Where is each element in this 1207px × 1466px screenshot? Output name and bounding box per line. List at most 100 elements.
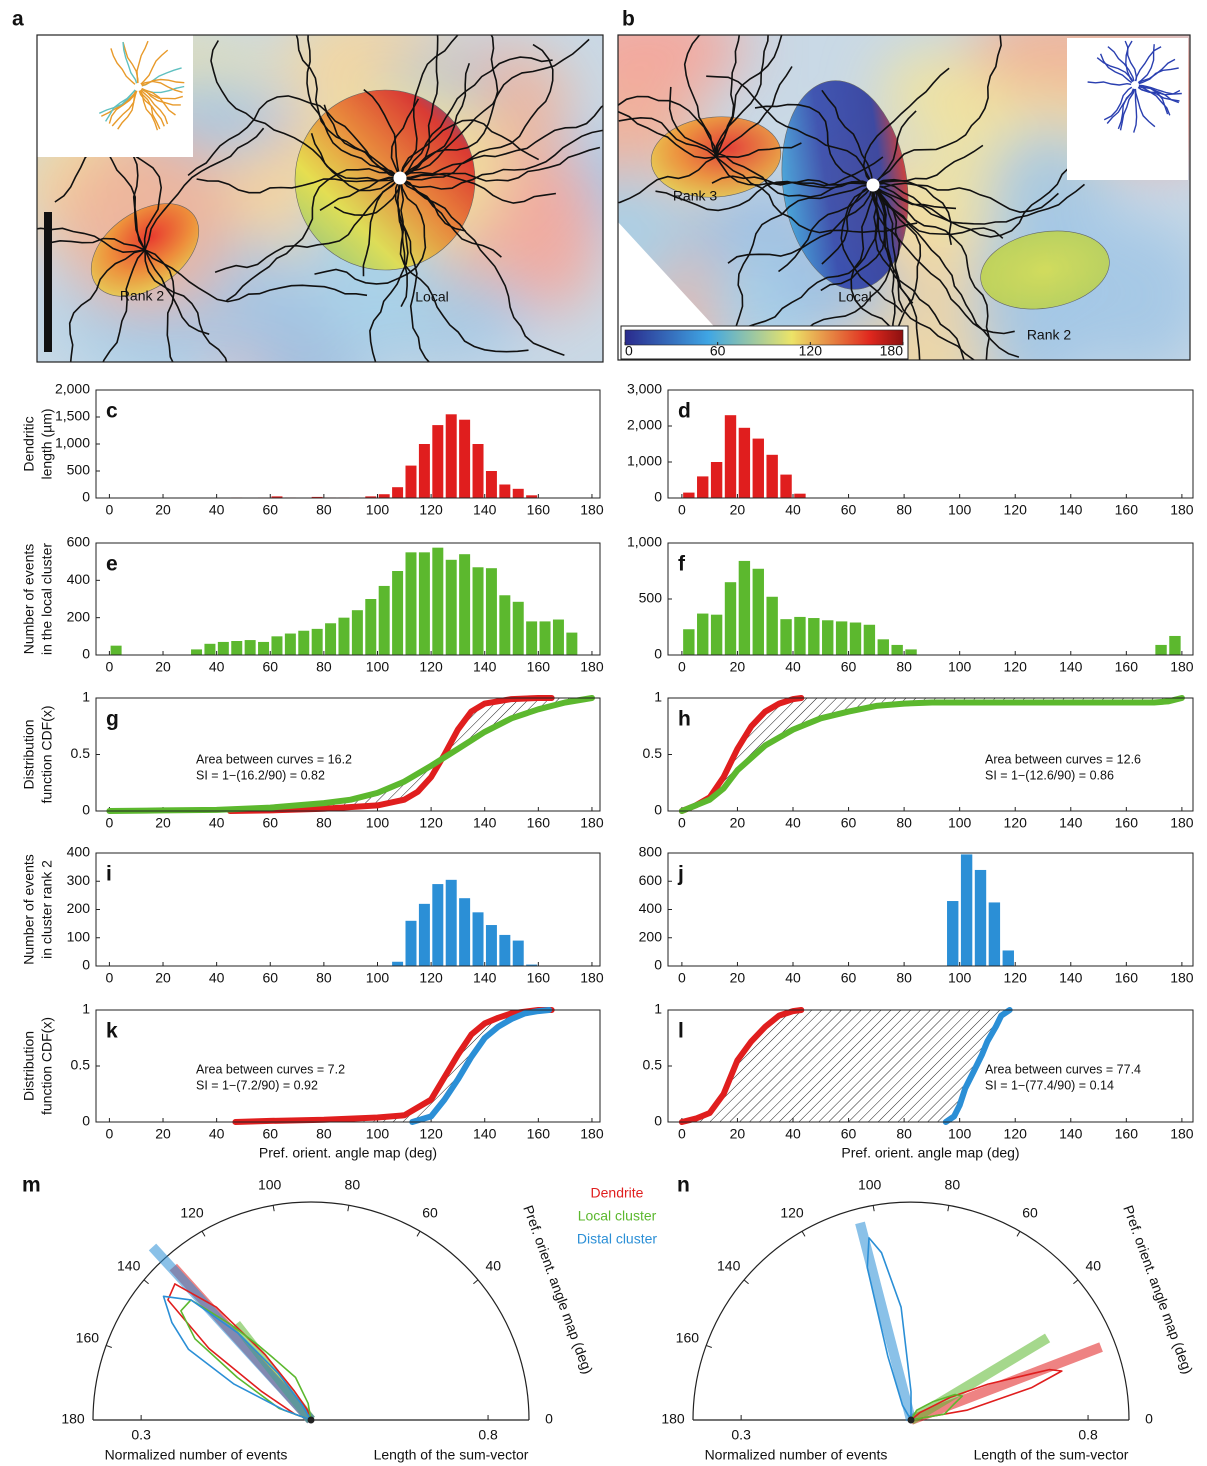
x-tick-label: 140 bbox=[473, 1126, 497, 1142]
orientation-map bbox=[37, 35, 603, 362]
y-axis-label: function CDF(x) bbox=[39, 705, 55, 803]
x-tick-label: 120 bbox=[1004, 502, 1028, 518]
inset-neuron bbox=[105, 86, 139, 122]
inset-neuron bbox=[1103, 84, 1136, 121]
cdf-line bbox=[227, 695, 555, 814]
axes-frame bbox=[667, 1009, 1194, 1123]
annotation: Area between curves = 12.6 bbox=[985, 752, 1141, 766]
sum-vector bbox=[148, 1243, 315, 1424]
dendrite-trace bbox=[399, 35, 459, 179]
x-tick-label: 140 bbox=[1059, 502, 1083, 518]
dendrite-trace bbox=[618, 95, 717, 158]
bar bbox=[710, 462, 723, 498]
sum-vector bbox=[909, 1342, 1103, 1425]
bar bbox=[378, 585, 390, 655]
bar bbox=[445, 879, 457, 966]
y-tick-label: 1,000 bbox=[627, 453, 662, 469]
inset-soma bbox=[134, 83, 142, 91]
dendrite-trace bbox=[362, 177, 401, 277]
dendrite-trace bbox=[784, 184, 892, 341]
panel-letter: h bbox=[678, 708, 691, 731]
axes-frame bbox=[95, 697, 601, 812]
y-tick-label: 3,000 bbox=[627, 381, 662, 397]
dendrite-trace bbox=[820, 184, 886, 292]
panel-letter: i bbox=[106, 863, 112, 886]
x-tick-label: 100 bbox=[948, 502, 972, 518]
y-tick-label: 0 bbox=[654, 1113, 662, 1129]
x-tick-label: 160 bbox=[1115, 815, 1139, 831]
bar bbox=[244, 640, 256, 655]
y-axis-label: function CDF(x) bbox=[39, 1017, 55, 1115]
region-label: Local bbox=[415, 289, 448, 305]
dendrite-trace bbox=[872, 184, 957, 210]
y-axis-label: Distribution bbox=[21, 719, 37, 789]
angle-tick bbox=[272, 1205, 275, 1212]
x-tick-label: 180 bbox=[1170, 1126, 1194, 1142]
x-tick-label: 0 bbox=[106, 1126, 114, 1142]
angle-tick bbox=[801, 1230, 806, 1237]
inset-neuron bbox=[1125, 40, 1136, 86]
inset-neuron bbox=[1119, 84, 1136, 131]
bar bbox=[191, 649, 203, 655]
dendrite-trace bbox=[715, 156, 918, 234]
bar bbox=[485, 568, 497, 655]
map-blob bbox=[499, 155, 601, 313]
x-tick-label: 60 bbox=[262, 1126, 278, 1142]
bar bbox=[683, 629, 695, 655]
inset-neuron bbox=[137, 78, 185, 88]
dendrite-trace bbox=[399, 43, 554, 181]
axes-frame bbox=[95, 852, 601, 967]
dendrite-trace bbox=[399, 119, 540, 179]
bar bbox=[204, 643, 216, 655]
colorbar bbox=[624, 329, 904, 346]
x-tick-label: 20 bbox=[730, 970, 746, 986]
x-tick-label: 20 bbox=[730, 502, 746, 518]
polar-origin bbox=[907, 1416, 915, 1424]
cdf-line bbox=[106, 695, 595, 814]
x-tick-label: 140 bbox=[473, 659, 497, 675]
angle-tick-label: 100 bbox=[858, 1176, 882, 1192]
x-tick-label: 140 bbox=[473, 815, 497, 831]
x-tick-label: 120 bbox=[419, 970, 443, 986]
x-tick-label: 60 bbox=[841, 1126, 857, 1142]
dendrite-trace bbox=[196, 176, 401, 194]
angle-tick-label: 140 bbox=[717, 1258, 741, 1274]
bar bbox=[766, 596, 778, 655]
x-tick-label: 100 bbox=[948, 659, 972, 675]
image-frame bbox=[36, 34, 604, 363]
dendrite-trace bbox=[872, 144, 984, 186]
inset-soma bbox=[1131, 81, 1139, 89]
bar bbox=[392, 571, 404, 655]
x-tick-label: 60 bbox=[841, 970, 857, 986]
bar bbox=[738, 427, 751, 498]
dendrite-trace bbox=[399, 129, 603, 190]
x-tick-label: 100 bbox=[366, 502, 390, 518]
dendrite-trace bbox=[821, 184, 874, 265]
dendrite-trace bbox=[363, 88, 401, 179]
angle-tick bbox=[872, 1205, 875, 1212]
bar bbox=[683, 492, 695, 498]
dendrite-trace bbox=[306, 35, 401, 179]
region-label: Rank 3 bbox=[673, 188, 718, 204]
dendrite-trace bbox=[399, 177, 529, 353]
inset-neuron bbox=[137, 80, 183, 93]
dendrite-trace bbox=[390, 98, 420, 179]
axes-frame bbox=[667, 852, 1194, 967]
dendrite-trace bbox=[225, 167, 401, 302]
y-tick-label: 0 bbox=[654, 957, 662, 973]
bar bbox=[766, 454, 778, 498]
angle-tick bbox=[201, 1230, 206, 1237]
bar bbox=[405, 465, 417, 498]
axes-frame bbox=[95, 1009, 601, 1123]
bar bbox=[485, 471, 497, 498]
legend-entry: Dendrite bbox=[591, 1185, 644, 1201]
x-tick-label: 80 bbox=[316, 502, 332, 518]
dendrite-trace bbox=[872, 183, 1086, 225]
bar bbox=[974, 869, 987, 966]
bar bbox=[405, 920, 417, 966]
y-tick-label: 0 bbox=[654, 489, 662, 505]
dendrite-trace bbox=[144, 249, 368, 303]
dendrite-trace bbox=[396, 177, 431, 362]
bar bbox=[445, 414, 457, 498]
